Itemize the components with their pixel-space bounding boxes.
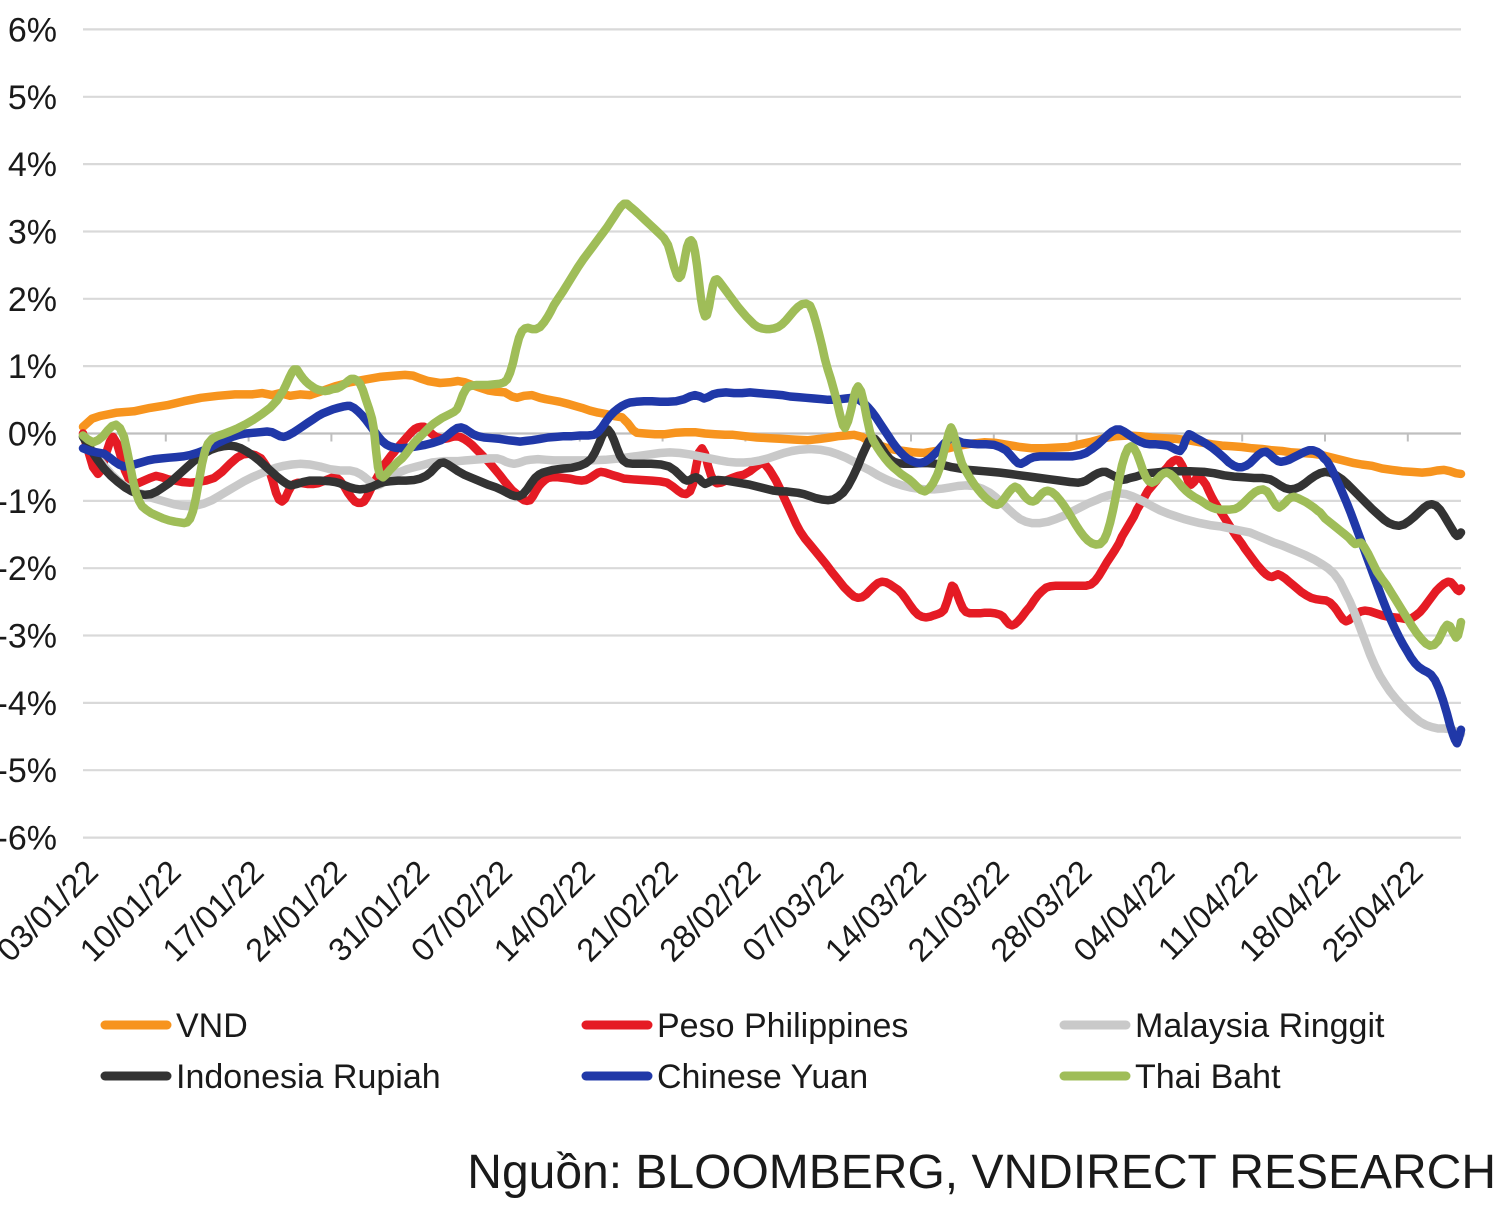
svg-text:Peso Philippines: Peso Philippines bbox=[657, 1007, 908, 1045]
svg-text:3%: 3% bbox=[8, 214, 57, 252]
svg-text:Nguồn: BLOOMBERG, VNDIRECT RES: Nguồn: BLOOMBERG, VNDIRECT RESEARCH bbox=[467, 1146, 1496, 1199]
svg-text:6%: 6% bbox=[8, 11, 57, 49]
svg-text:-1%: -1% bbox=[0, 483, 57, 521]
svg-text:2%: 2% bbox=[8, 281, 57, 319]
svg-text:5%: 5% bbox=[8, 79, 57, 117]
svg-text:-6%: -6% bbox=[0, 820, 57, 858]
svg-text:Thai Baht: Thai Baht bbox=[1135, 1058, 1281, 1096]
svg-text:-5%: -5% bbox=[0, 752, 57, 790]
svg-text:Indonesia Rupiah: Indonesia Rupiah bbox=[176, 1058, 441, 1096]
svg-text:-3%: -3% bbox=[0, 618, 57, 656]
svg-text:VND: VND bbox=[176, 1007, 248, 1045]
svg-text:-2%: -2% bbox=[0, 550, 57, 588]
svg-text:-4%: -4% bbox=[0, 685, 57, 723]
svg-text:Malaysia Ringgit: Malaysia Ringgit bbox=[1135, 1007, 1385, 1045]
svg-text:1%: 1% bbox=[8, 348, 57, 386]
svg-text:4%: 4% bbox=[8, 146, 57, 184]
svg-text:Chinese Yuan: Chinese Yuan bbox=[657, 1058, 868, 1096]
svg-text:0%: 0% bbox=[8, 416, 57, 454]
